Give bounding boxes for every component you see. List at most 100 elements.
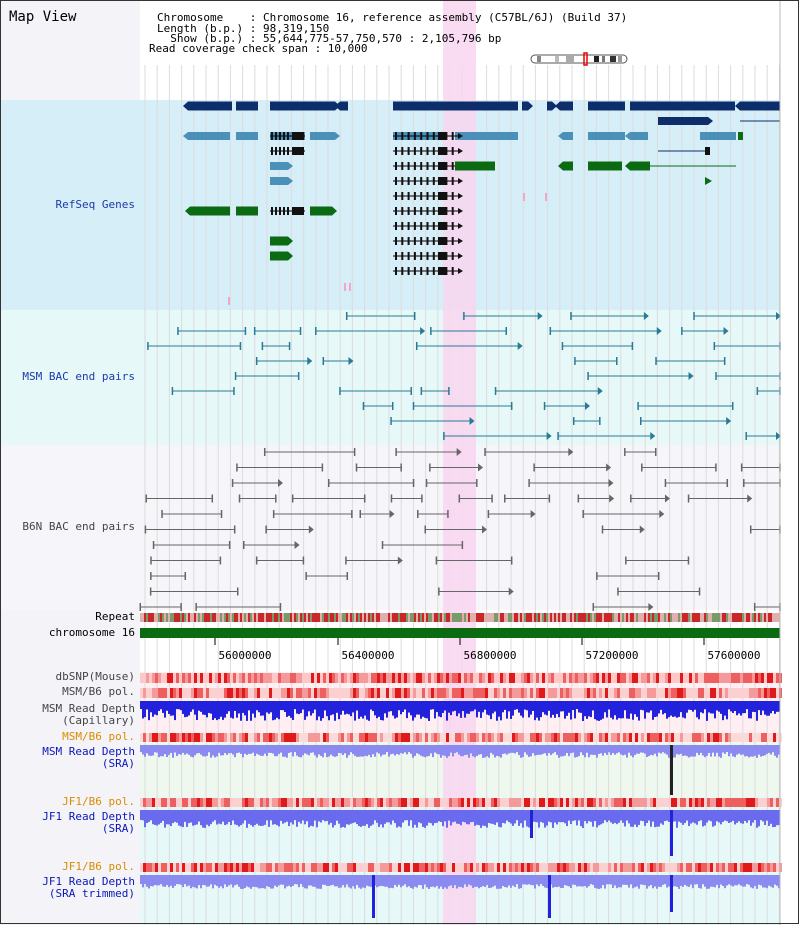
pol-cell — [452, 733, 455, 742]
pol-cell — [335, 863, 338, 872]
pol-cell — [341, 798, 344, 807]
axis-tick-label: 57600000 — [708, 649, 761, 662]
depth-bar — [454, 745, 456, 754]
depth-bar — [442, 745, 444, 756]
pol-cell — [446, 688, 449, 698]
bac-end — [585, 402, 591, 410]
gene-exon — [451, 207, 454, 215]
pol-cell — [410, 863, 413, 872]
depth-bar — [244, 875, 246, 888]
gene-arrow — [555, 101, 560, 111]
pol-cell — [500, 733, 503, 742]
pol-cell — [215, 798, 218, 807]
depth-bar — [588, 701, 590, 717]
pol-cell — [419, 733, 422, 742]
depth-bar — [354, 745, 356, 756]
depth-bar — [408, 875, 410, 887]
pol-cell — [458, 688, 461, 698]
pol-cell — [650, 673, 653, 683]
depth-bar — [356, 810, 358, 825]
gene-exon — [432, 252, 435, 260]
depth-bar — [754, 701, 756, 713]
depth-bar — [186, 875, 188, 887]
track-label-jf1-b6-pol: JF1/B6 pol. — [62, 795, 135, 808]
repeat-block — [374, 613, 376, 622]
repeat-block — [196, 613, 198, 622]
pol-cell — [506, 863, 509, 872]
gene-arrow — [288, 236, 293, 246]
pol-cell — [617, 733, 620, 742]
depth-bar — [456, 810, 458, 824]
depth-bar — [368, 745, 370, 755]
depth-bar — [600, 810, 602, 825]
depth-bar — [458, 745, 460, 755]
depth-bar — [602, 701, 604, 719]
gene-fragment — [349, 283, 351, 291]
pol-cell — [245, 733, 248, 742]
depth-bar — [446, 701, 448, 721]
pol-cell — [305, 863, 308, 872]
pol-cell — [203, 798, 206, 807]
depth-bar — [522, 810, 524, 828]
repeat-block — [642, 613, 644, 622]
pol-cell — [635, 863, 638, 872]
depth-bar — [398, 875, 400, 885]
depth-bar — [240, 810, 242, 826]
pol-cell — [707, 863, 710, 872]
pol-cell — [293, 688, 296, 698]
depth-bar — [290, 745, 292, 753]
depth-bar — [566, 810, 568, 827]
pol-cell — [227, 733, 230, 742]
depth-bar — [644, 745, 646, 754]
gene-exon — [563, 132, 573, 140]
depth-bar — [168, 875, 170, 888]
depth-bar — [248, 875, 250, 888]
depth-bar — [294, 810, 296, 821]
depth-bar — [656, 875, 658, 889]
gene-exon — [438, 192, 446, 200]
depth-bar — [470, 701, 472, 712]
depth-bar — [636, 810, 638, 828]
depth-bar — [486, 875, 488, 885]
pol-cell — [194, 673, 197, 683]
pol-cell — [299, 798, 302, 807]
refseq-genes — [183, 101, 780, 305]
depth-bar — [714, 875, 716, 888]
pol-cell — [398, 798, 401, 807]
pol-cell — [707, 798, 710, 807]
depth-bar — [374, 745, 376, 757]
depth-bar — [516, 875, 518, 885]
depth-bar — [690, 745, 692, 757]
depth-bar — [386, 810, 388, 823]
depth-bar — [534, 701, 536, 721]
pol-cell — [512, 733, 515, 742]
depth-bar — [264, 810, 266, 825]
depth-bar — [388, 745, 390, 757]
pol-cell — [167, 863, 170, 872]
pol-cell — [716, 688, 719, 698]
depth-bar — [666, 701, 668, 719]
pol-cell — [680, 863, 683, 872]
pol-cell — [377, 688, 380, 698]
depth-bar — [490, 810, 492, 824]
pol-cell — [329, 733, 332, 742]
gene-exon — [445, 222, 448, 230]
pol-cell — [185, 733, 188, 742]
depth-bar — [742, 875, 744, 887]
depth-bar — [368, 875, 370, 887]
pol-cell — [581, 688, 584, 698]
gene-arrow — [552, 101, 557, 111]
depth-bar — [178, 745, 180, 755]
repeat-block — [202, 613, 204, 622]
depth-bar — [406, 745, 408, 755]
pol-cell — [413, 733, 416, 742]
depth-bar — [638, 701, 640, 721]
depth-bar — [160, 810, 162, 823]
depth-bar — [204, 810, 206, 828]
bac-end — [517, 342, 523, 350]
pol-cell — [389, 733, 392, 742]
pol-cell — [545, 673, 548, 683]
depth-bar — [366, 701, 368, 720]
pol-cell — [194, 688, 197, 698]
